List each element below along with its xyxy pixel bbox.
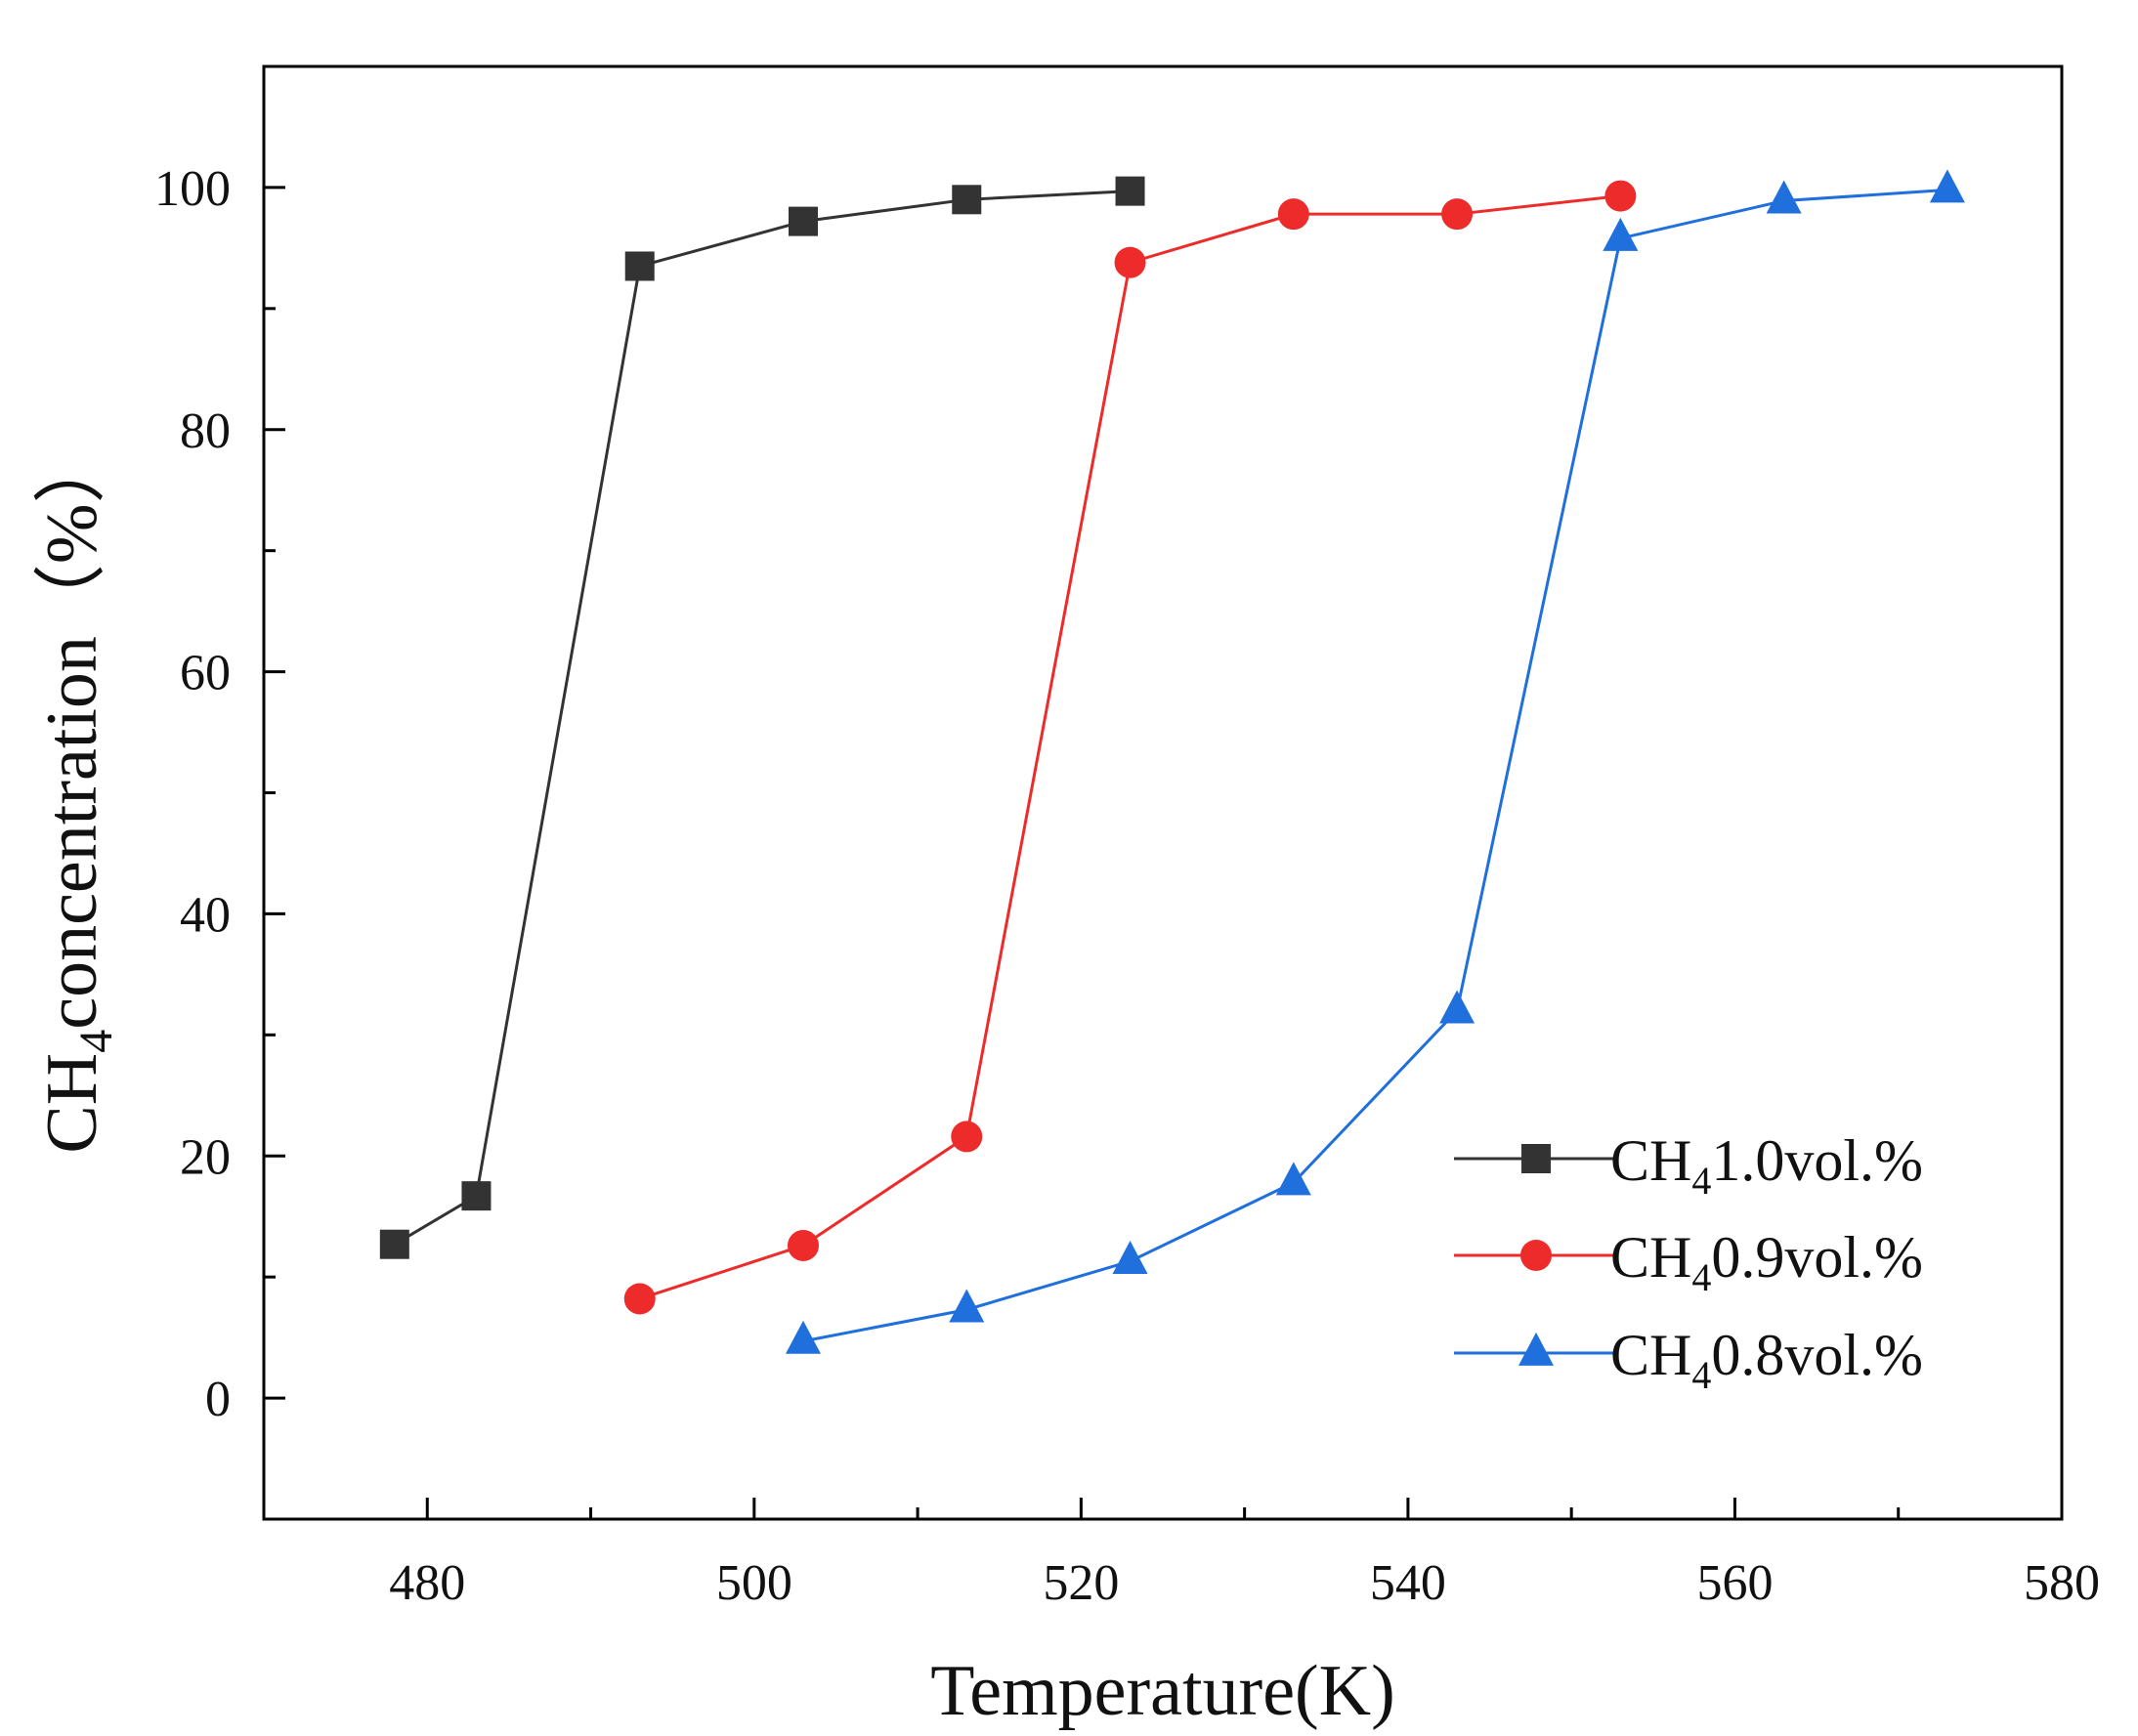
data-point [1439,990,1475,1024]
x-axis-ticks: 480 500 520 540 560 580 [389,1498,2100,1611]
legend-marker [1518,1332,1554,1366]
y-axis-label-rest: concentration（%） [32,431,112,1029]
x-tick-label: 580 [2024,1555,2100,1611]
legend-label-rest: 0.9vol.% [1711,1225,1923,1290]
data-point [1112,1240,1148,1274]
x-tick-label: 480 [389,1555,465,1611]
x-tick-label: 520 [1043,1555,1119,1611]
y-tick-label: 100 [154,161,231,217]
series-line [802,188,1948,1343]
legend-label-subscript: 4 [1691,1353,1711,1397]
legend-entry: CH40.8vol.% [1454,1323,1923,1397]
series-square [379,176,1145,1259]
y-tick-label: 40 [180,887,231,943]
x-tick-label: 540 [1370,1555,1446,1611]
series-line [394,190,1131,1246]
legend-entry: CH40.9vol.% [1454,1225,1923,1299]
legend-label-rest: 1.0vol.% [1711,1128,1923,1193]
legend-entry: CH41.0vol.% [1454,1128,1923,1203]
legend-label-rest: 0.8vol.% [1711,1323,1923,1387]
y-tick-label: 80 [180,403,231,459]
data-point [1115,176,1145,206]
data-point [1604,180,1637,212]
y-tick-label: 20 [180,1129,231,1185]
y-tick-label: 60 [180,646,231,701]
data-point [624,251,655,281]
data-point [623,1283,656,1315]
data-point [951,1121,983,1153]
y-axis-ticks: 0 20 40 60 80 100 [154,161,285,1427]
legend-label: CH41.0vol.% [1610,1128,1923,1203]
x-tick-label: 500 [716,1555,792,1611]
x-tick-label: 560 [1696,1555,1773,1611]
legend: CH41.0vol.%CH40.9vol.%CH40.8vol.% [1454,1128,1923,1397]
data-point [788,1229,819,1261]
y-axis-label-subscript: 4 [70,1030,122,1053]
series-line [639,194,1621,1300]
plot-frame [262,64,2064,1521]
data-point [1441,198,1474,231]
legend-marker [1520,1240,1552,1271]
y-tick-label: 0 [205,1372,231,1427]
x-axis-label: Temperature(K) [930,1651,1395,1731]
data-point [1766,180,1802,214]
legend-label-prefix: CH [1610,1128,1691,1193]
data-point [1275,1162,1311,1196]
legend-label-subscript: 4 [1691,1159,1711,1203]
series-circle [623,180,1637,1315]
data-point [379,1229,409,1259]
legend-label-prefix: CH [1610,1323,1691,1387]
legend-label: CH40.9vol.% [1610,1225,1923,1299]
data-point [1114,246,1146,278]
data-point [789,206,818,236]
y-axis-label: CH4concentration（%） [32,431,122,1153]
data-point [1277,198,1309,231]
data-point [949,1289,985,1323]
legend-label-subscript: 4 [1691,1255,1711,1299]
legend-marker [1521,1144,1551,1173]
series-layer [379,169,1965,1354]
data-point [1603,217,1639,251]
data-point [952,185,982,215]
series-triangle [786,169,1965,1354]
data-point [786,1320,821,1354]
legend-label: CH40.8vol.% [1610,1323,1923,1397]
y-axis-label-prefix: CH [32,1053,112,1154]
data-point [461,1181,492,1211]
legend-label-prefix: CH [1610,1225,1691,1290]
data-point [1929,169,1965,203]
